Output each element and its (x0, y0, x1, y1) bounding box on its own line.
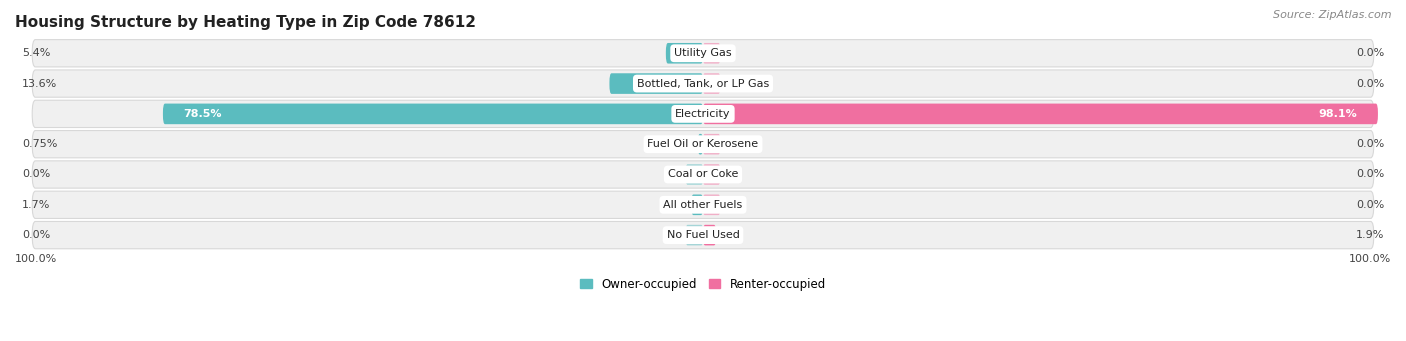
FancyBboxPatch shape (692, 194, 703, 215)
FancyBboxPatch shape (703, 73, 720, 94)
FancyBboxPatch shape (703, 43, 720, 63)
FancyBboxPatch shape (703, 225, 716, 246)
Text: Coal or Coke: Coal or Coke (668, 169, 738, 179)
Legend: Owner-occupied, Renter-occupied: Owner-occupied, Renter-occupied (579, 278, 827, 291)
Text: No Fuel Used: No Fuel Used (666, 230, 740, 240)
Text: All other Fuels: All other Fuels (664, 200, 742, 210)
Text: Source: ZipAtlas.com: Source: ZipAtlas.com (1274, 10, 1392, 20)
Text: 0.0%: 0.0% (1355, 78, 1384, 89)
Text: Housing Structure by Heating Type in Zip Code 78612: Housing Structure by Heating Type in Zip… (15, 15, 477, 30)
FancyBboxPatch shape (686, 225, 703, 246)
FancyBboxPatch shape (703, 164, 720, 185)
FancyBboxPatch shape (32, 100, 1374, 128)
Text: 1.9%: 1.9% (1355, 230, 1384, 240)
Text: Bottled, Tank, or LP Gas: Bottled, Tank, or LP Gas (637, 78, 769, 89)
FancyBboxPatch shape (609, 73, 703, 94)
Text: 78.5%: 78.5% (184, 109, 222, 119)
Text: 0.0%: 0.0% (1355, 200, 1384, 210)
FancyBboxPatch shape (686, 164, 703, 185)
FancyBboxPatch shape (32, 221, 1374, 249)
Text: 0.0%: 0.0% (22, 169, 51, 179)
Text: 0.0%: 0.0% (1355, 169, 1384, 179)
Text: Electricity: Electricity (675, 109, 731, 119)
Text: 0.75%: 0.75% (22, 139, 58, 149)
Text: 13.6%: 13.6% (22, 78, 58, 89)
Text: 0.0%: 0.0% (1355, 139, 1384, 149)
FancyBboxPatch shape (703, 104, 1378, 124)
Text: 1.7%: 1.7% (22, 200, 51, 210)
FancyBboxPatch shape (32, 40, 1374, 67)
FancyBboxPatch shape (32, 161, 1374, 188)
FancyBboxPatch shape (666, 43, 703, 63)
Text: 100.0%: 100.0% (1348, 254, 1391, 264)
Text: 100.0%: 100.0% (15, 254, 58, 264)
FancyBboxPatch shape (697, 134, 703, 154)
FancyBboxPatch shape (703, 134, 720, 154)
Text: Fuel Oil or Kerosene: Fuel Oil or Kerosene (647, 139, 759, 149)
FancyBboxPatch shape (163, 104, 703, 124)
FancyBboxPatch shape (32, 131, 1374, 158)
Text: 98.1%: 98.1% (1319, 109, 1357, 119)
FancyBboxPatch shape (32, 191, 1374, 219)
FancyBboxPatch shape (703, 194, 720, 215)
Text: Utility Gas: Utility Gas (675, 48, 731, 58)
Text: 5.4%: 5.4% (22, 48, 51, 58)
FancyBboxPatch shape (32, 70, 1374, 97)
Text: 0.0%: 0.0% (22, 230, 51, 240)
Text: 0.0%: 0.0% (1355, 48, 1384, 58)
